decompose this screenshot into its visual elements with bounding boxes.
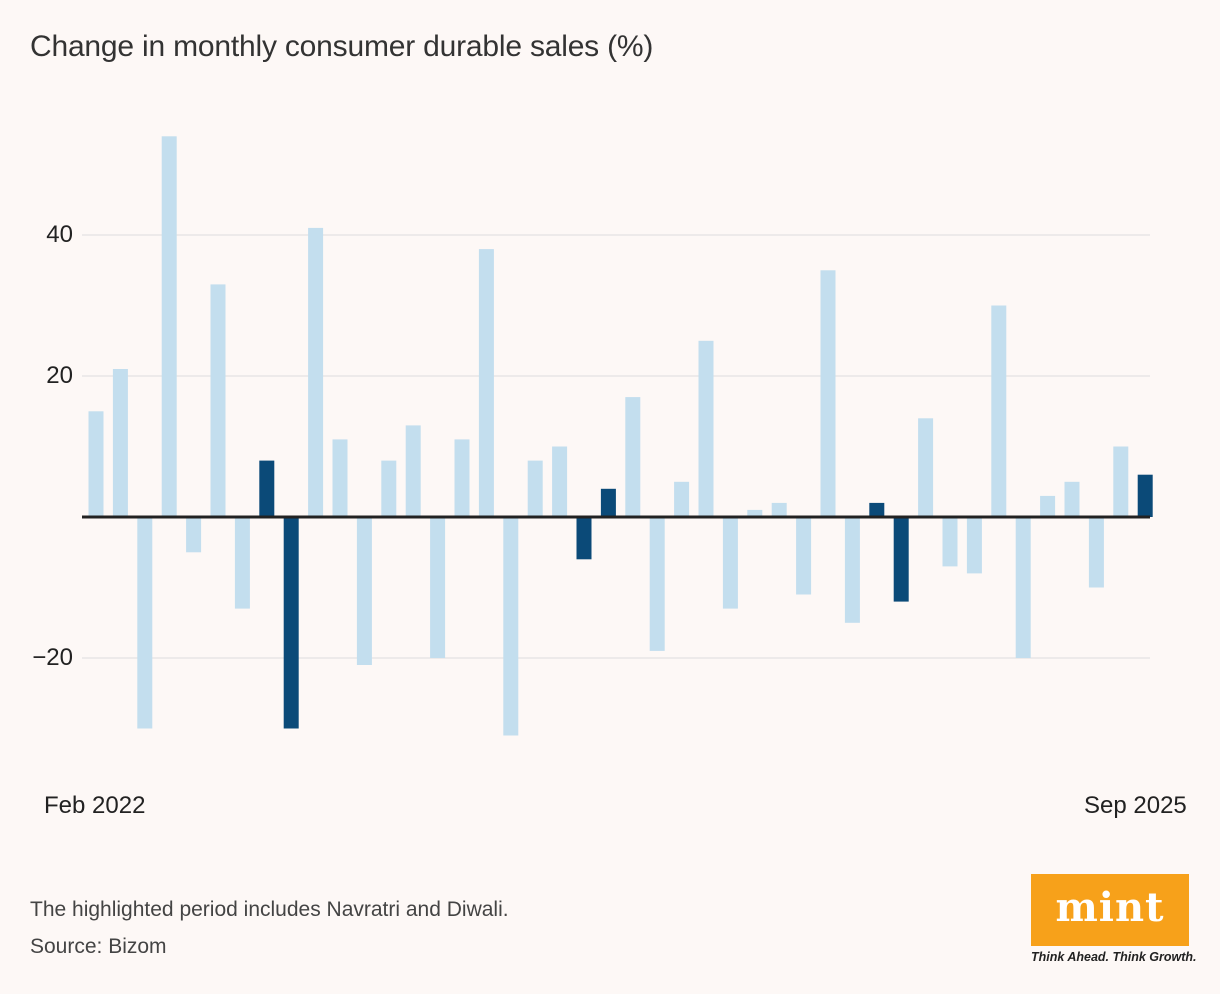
bar-jul-2022	[210, 284, 226, 518]
logo-wordmark: mint	[1055, 884, 1165, 931]
bar-jul-2024	[796, 517, 812, 595]
bar-apr-2024	[722, 517, 738, 609]
mint-logo: mint	[1031, 874, 1189, 946]
bar-apr-2023	[430, 517, 446, 658]
bar-nov-2023	[600, 488, 616, 517]
bar-dec-2024	[918, 418, 934, 517]
bar-may-2022	[161, 136, 177, 518]
bar-sep-2022	[259, 460, 275, 517]
bar-feb-2022	[88, 411, 104, 518]
bar-may-2023	[454, 439, 470, 517]
bar-jan-2025	[942, 517, 958, 567]
logo-tagline: Think Ahead. Think Growth.	[1031, 950, 1197, 964]
bar-nov-2024	[893, 517, 909, 602]
x-axis-start-label: Feb 2022	[44, 792, 146, 819]
bar-sep-2023	[552, 446, 568, 517]
bar-feb-2024	[674, 481, 690, 518]
bar-mar-2025	[991, 305, 1007, 517]
bar-oct-2024	[869, 502, 885, 517]
bar-dec-2022	[332, 439, 348, 517]
bar-aug-2023	[527, 460, 543, 517]
chart-title: Change in monthly consumer durable sales…	[30, 30, 654, 63]
bar-mar-2024	[698, 340, 714, 518]
bar-apr-2022	[137, 517, 153, 729]
y-tick-label: 40	[46, 221, 73, 248]
bar-feb-2025	[966, 517, 982, 574]
bar-aug-2025	[1113, 446, 1129, 517]
bar-jul-2025	[1088, 517, 1104, 588]
bar-mar-2022	[112, 369, 128, 517]
bar-nov-2022	[308, 227, 324, 517]
bar-dec-2023	[625, 397, 641, 517]
bar-aug-2024	[820, 270, 836, 518]
bar-jun-2023	[478, 249, 494, 517]
bar-jun-2022	[186, 517, 202, 553]
bar-may-2024	[747, 509, 763, 517]
bar-may-2025	[1040, 495, 1056, 517]
bar-apr-2025	[1015, 517, 1031, 658]
bar-jan-2024	[649, 517, 665, 651]
bar-jun-2024	[771, 502, 787, 517]
bar-oct-2023	[576, 517, 592, 560]
bar-jun-2025	[1064, 481, 1080, 518]
gridlines	[82, 234, 1150, 659]
chart-note: The highlighted period includes Navratri…	[30, 898, 509, 921]
source-line: Source: Bizom	[30, 935, 167, 958]
bar-jan-2023	[356, 517, 372, 665]
bar-sep-2025	[1137, 474, 1153, 517]
bar-oct-2022	[283, 517, 299, 729]
y-tick-label: −20	[32, 644, 73, 671]
y-tick-labels: 40 20 −20	[32, 221, 73, 671]
bar-mar-2023	[405, 425, 421, 517]
bar-jul-2023	[503, 517, 519, 736]
bars	[88, 136, 1153, 736]
bar-feb-2023	[381, 460, 397, 517]
x-axis-end-label: Sep 2025	[1084, 792, 1187, 819]
bar-sep-2024	[844, 517, 860, 623]
y-tick-label: 20	[46, 362, 73, 389]
bar-aug-2022	[234, 517, 250, 609]
